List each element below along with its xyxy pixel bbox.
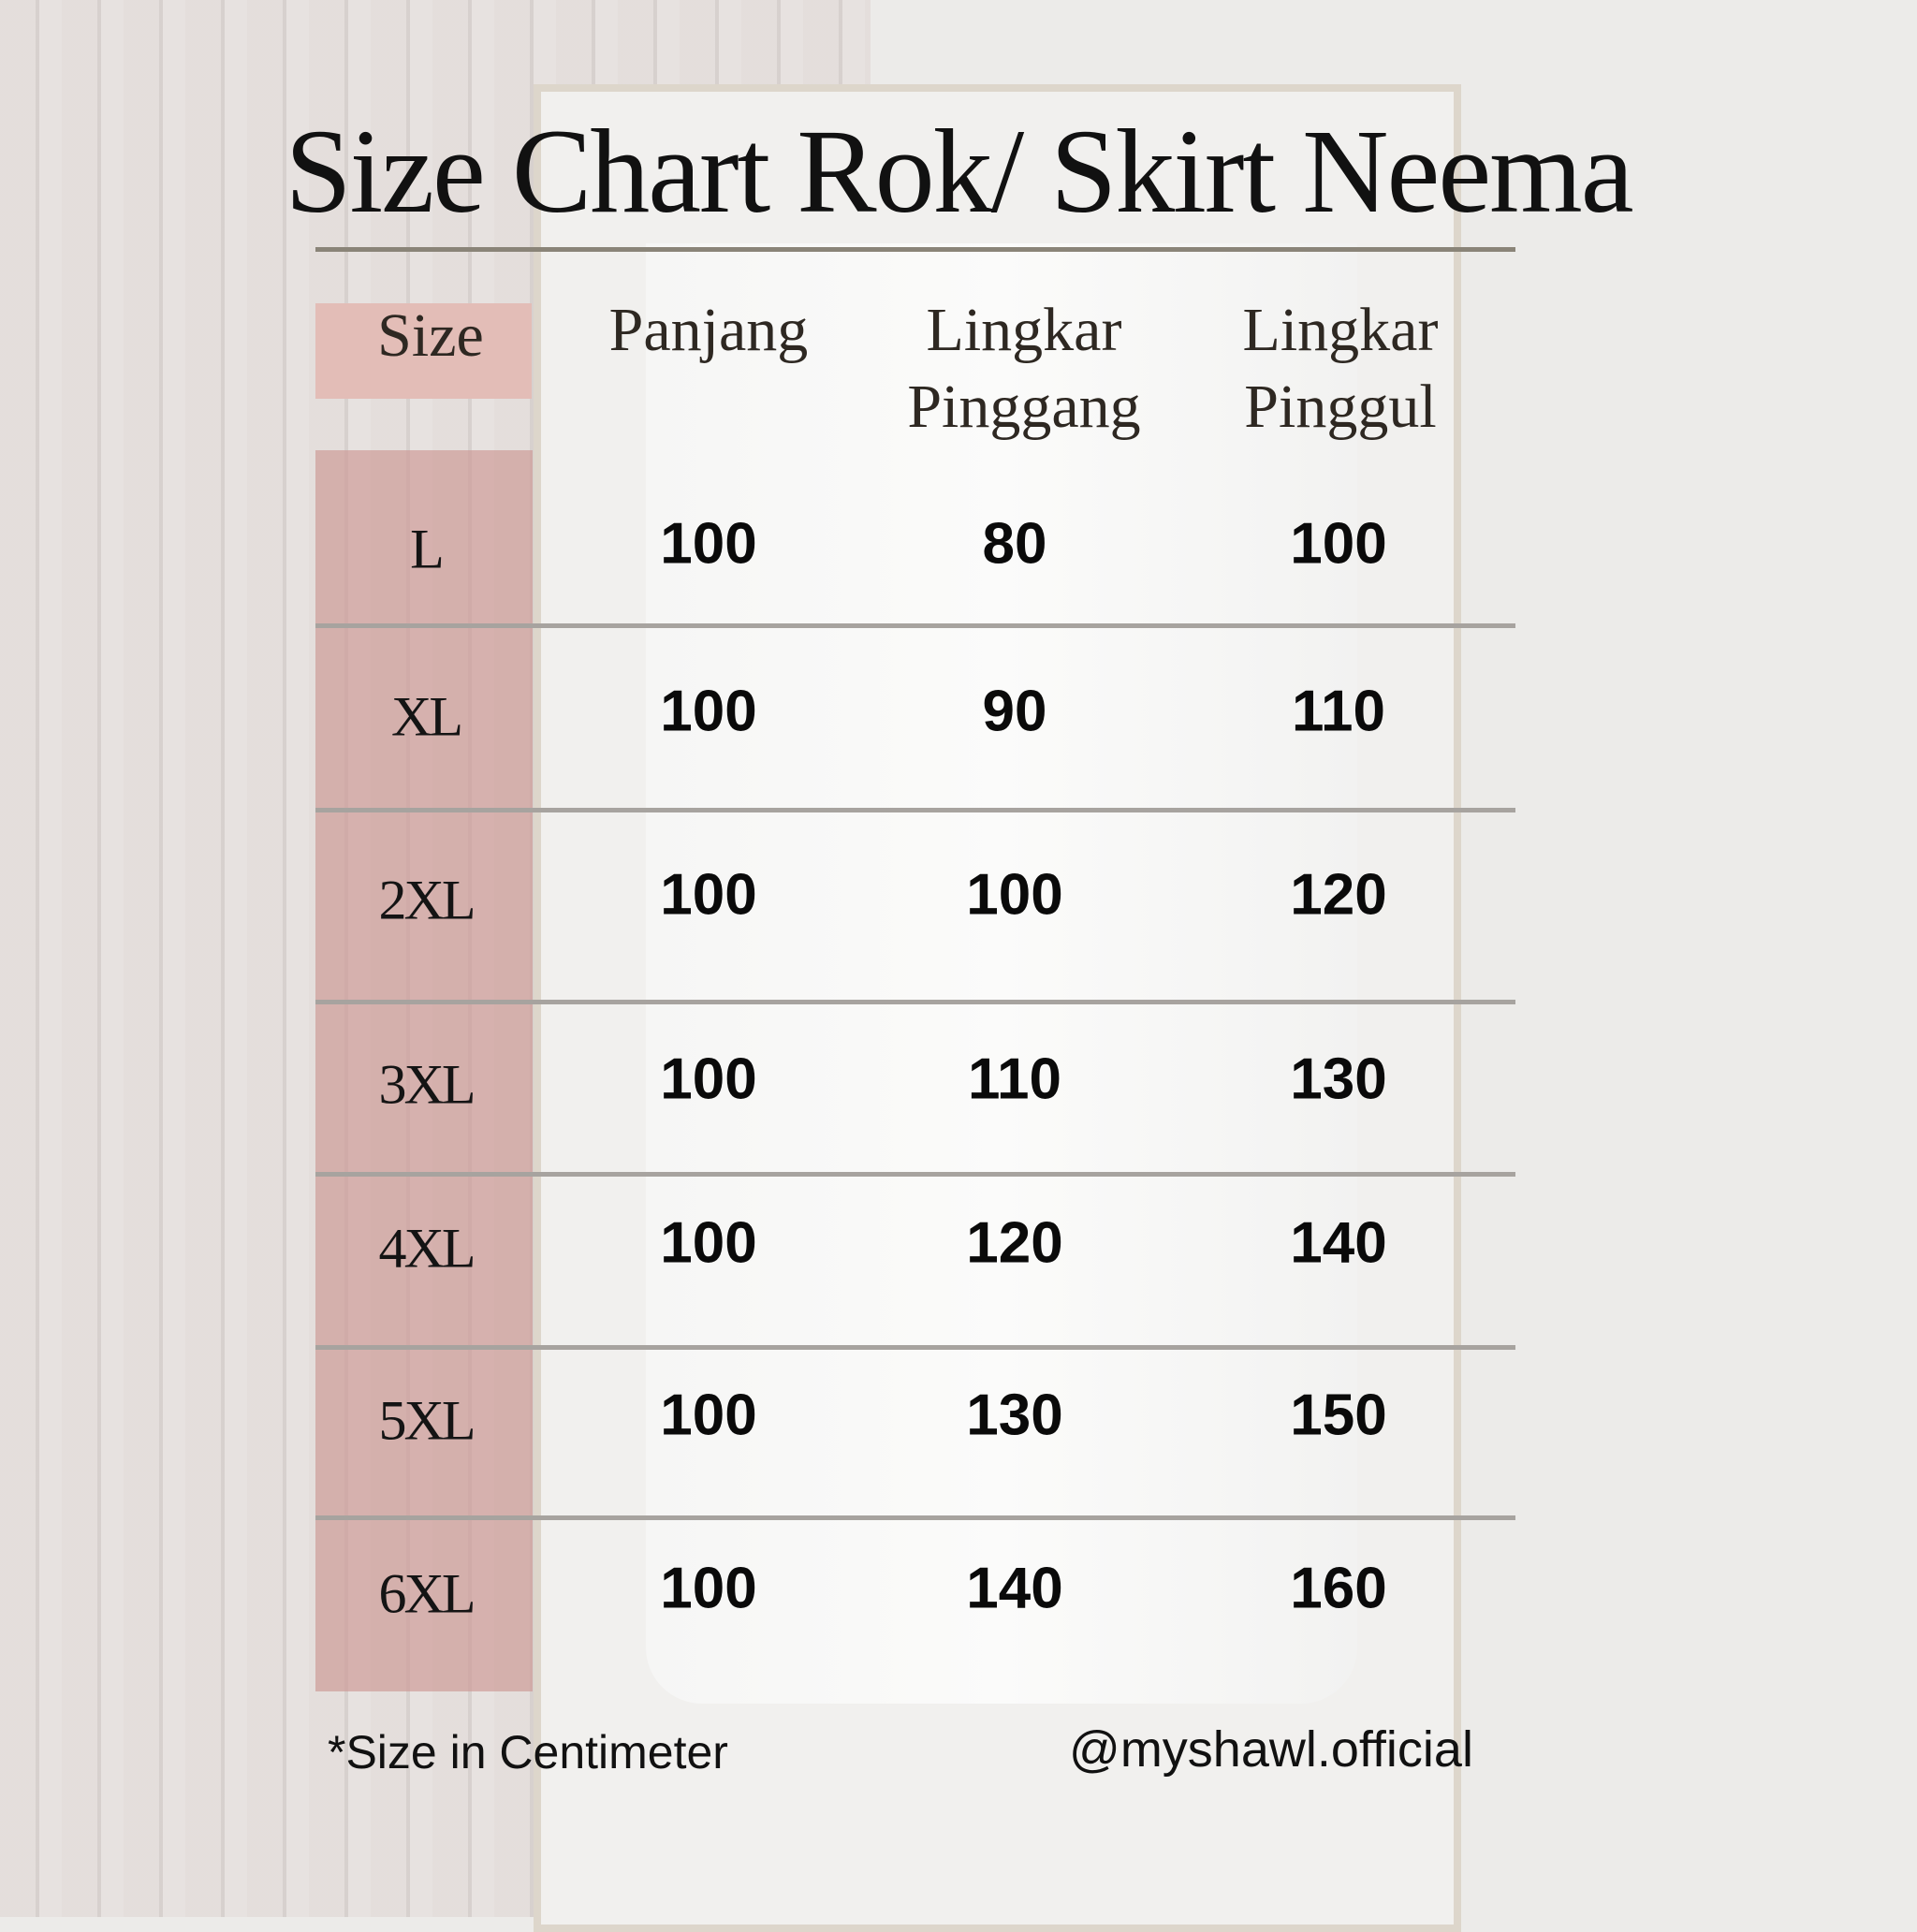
cell-pinggang: 100 <box>966 862 1063 928</box>
cell-panjang: 100 <box>660 511 757 577</box>
cell-panjang: 100 <box>660 862 757 928</box>
cell-pinggul: 110 <box>1291 679 1386 744</box>
cell-panjang: 100 <box>660 1556 757 1621</box>
size-label: 6XL <box>378 1562 476 1625</box>
row-divider <box>315 808 1515 812</box>
size-label: 3XL <box>378 1053 476 1116</box>
row-divider <box>315 1345 1515 1350</box>
row-divider <box>315 1515 1515 1520</box>
cell-pinggang: 80 <box>982 511 1047 577</box>
size-label: 2XL <box>378 869 476 931</box>
cell-panjang: 100 <box>660 1046 757 1112</box>
header-lingkar-pinggang-1: Lingkar <box>926 296 1122 364</box>
row-divider <box>315 623 1515 628</box>
size-column-bg <box>315 450 533 1691</box>
size-label: L <box>410 518 445 580</box>
size-unit-note: *Size in Centimeter <box>328 1726 728 1778</box>
page-title: Size Chart Rok/ Skirt Neema <box>285 105 1633 238</box>
header-lingkar-pinggul-1: Lingkar <box>1242 296 1439 364</box>
brand-handle: @myshawl.official <box>1069 1721 1473 1778</box>
cell-pinggul: 150 <box>1290 1383 1387 1448</box>
size-label: 5XL <box>378 1389 476 1452</box>
cell-pinggang: 140 <box>966 1556 1063 1621</box>
cell-pinggul: 140 <box>1290 1210 1387 1276</box>
cell-pinggang: 120 <box>966 1210 1063 1276</box>
size-label: 4XL <box>378 1217 476 1280</box>
cell-panjang: 100 <box>660 1383 757 1448</box>
row-divider <box>315 1172 1515 1177</box>
cell-pinggul: 120 <box>1290 862 1387 928</box>
background-skirt-photo <box>646 243 1357 1704</box>
cell-pinggul: 100 <box>1290 511 1387 577</box>
header-lingkar-pinggul-2: Pinggul <box>1244 373 1437 441</box>
title-divider <box>315 247 1515 252</box>
cell-pinggul: 160 <box>1290 1556 1387 1621</box>
header-size: Size <box>377 301 484 370</box>
size-label: XL <box>391 685 463 748</box>
row-divider <box>315 1000 1515 1004</box>
cell-pinggang: 130 <box>966 1383 1063 1448</box>
cell-pinggang: 110 <box>967 1046 1062 1112</box>
header-lingkar-pinggang-2: Pinggang <box>907 373 1141 441</box>
header-panjang: Panjang <box>608 296 809 364</box>
cell-panjang: 100 <box>660 679 757 744</box>
size-header-cell <box>315 303 532 399</box>
cell-pinggang: 90 <box>982 679 1047 744</box>
cell-pinggul: 130 <box>1290 1046 1387 1112</box>
cell-panjang: 100 <box>660 1210 757 1276</box>
